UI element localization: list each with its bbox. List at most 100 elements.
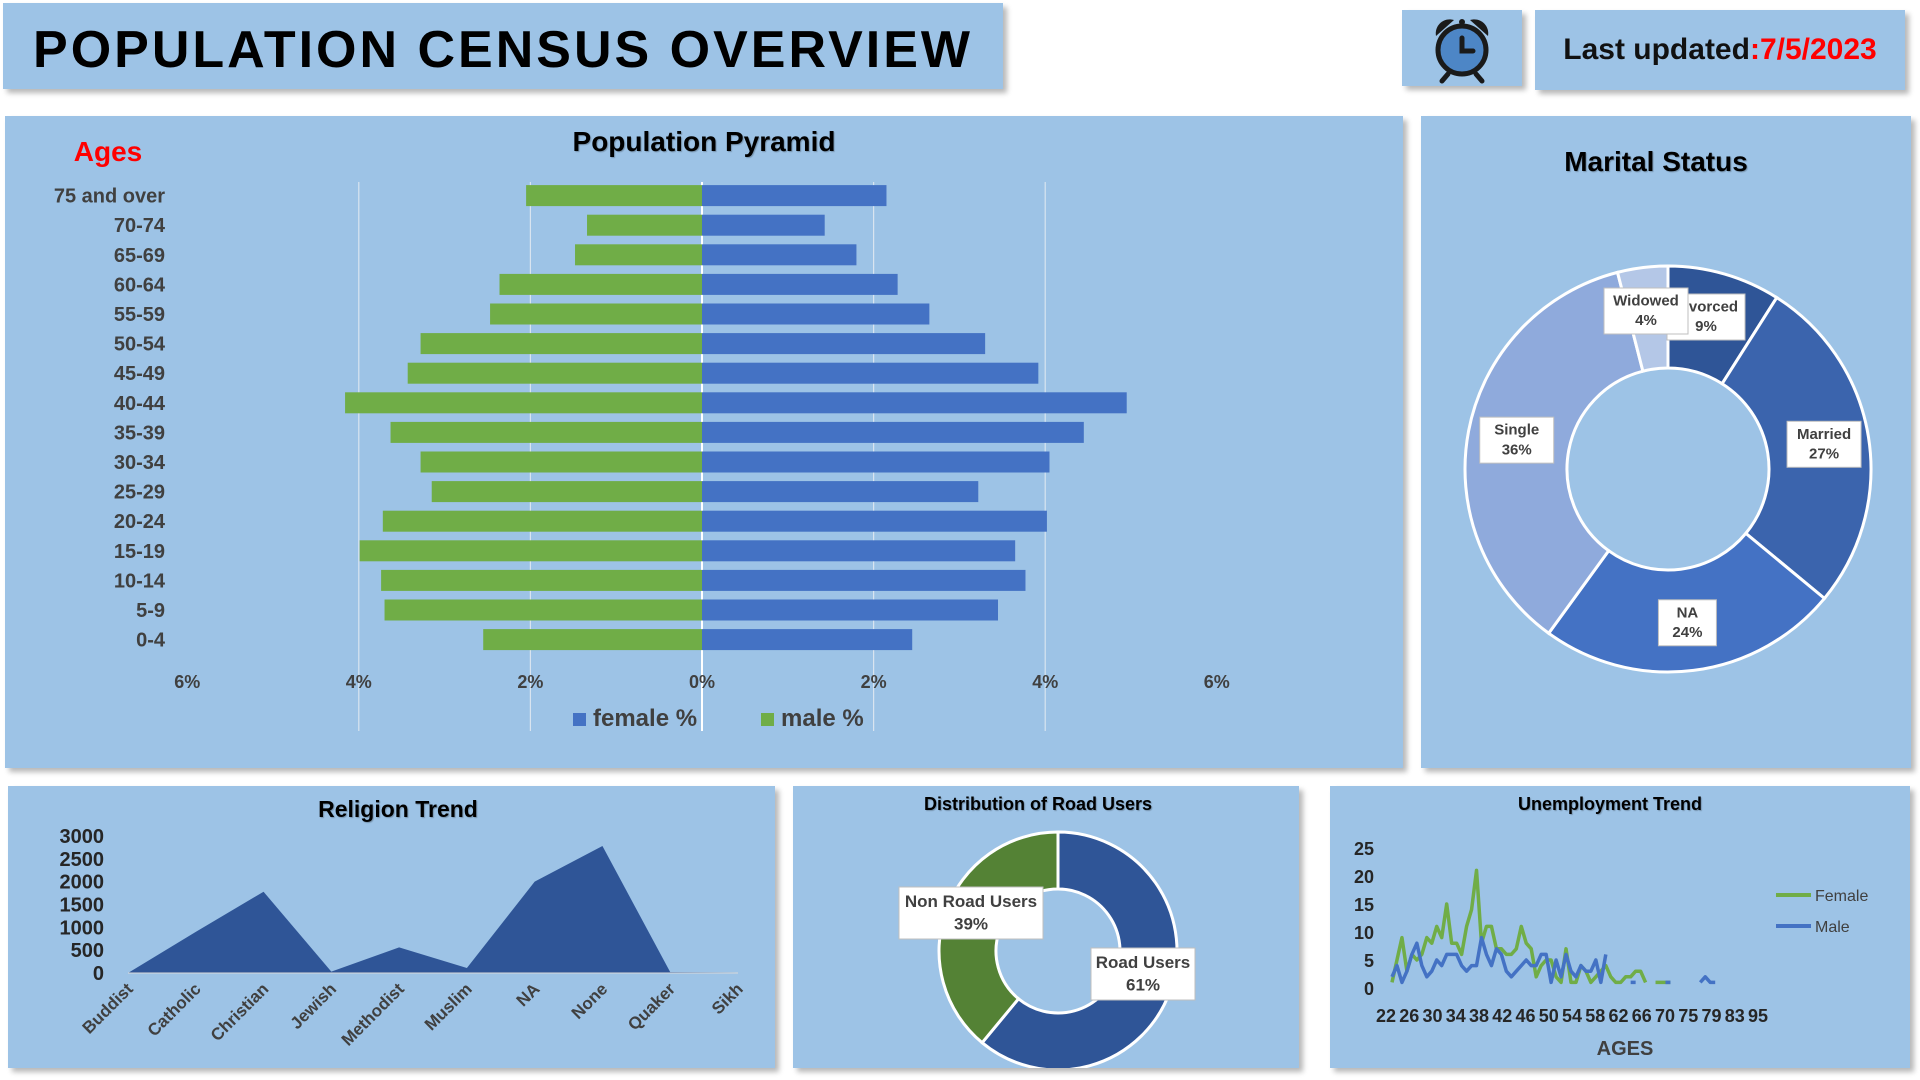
female-bar <box>702 481 979 503</box>
female-bar <box>702 273 898 295</box>
female-bar <box>702 392 1127 414</box>
pyramid-panel: Population Pyramid Ages 75 and over 70-74 6… <box>5 116 1403 768</box>
data-label-text: Road Users <box>1096 953 1190 972</box>
x-tick-label: 46 <box>1515 1006 1535 1026</box>
male-bar <box>431 481 702 503</box>
male-bar <box>575 244 702 266</box>
x-tick-label: 58 <box>1585 1006 1605 1026</box>
male-bar <box>499 273 702 295</box>
data-label-box <box>1786 420 1862 468</box>
unemployment-chart: 0 5 10 15 20 25 22 26 30 34 38 42 46 50 54 58 62 66 70 75 79… <box>1354 839 1868 1060</box>
female-bar <box>702 599 999 621</box>
female-bar <box>702 333 986 355</box>
y-tick-label: 10 <box>1354 923 1374 943</box>
data-label-text: 61% <box>1126 975 1160 994</box>
x-tick-label: 38 <box>1469 1006 1489 1026</box>
x-tick-label: 2% <box>861 672 887 692</box>
female-bar <box>702 510 1047 532</box>
male-bar <box>345 392 702 414</box>
marital-data-label: Single 36% <box>1479 416 1555 464</box>
x-tick-label: 4% <box>1032 672 1058 692</box>
marital-chart: Divorced 9% Married 27% NA 24% Single 36% Widowe… <box>1463 264 1873 674</box>
x-tick-label: 66 <box>1632 1006 1652 1026</box>
x-tick-label: 34 <box>1446 1006 1466 1026</box>
x-tick-label: 0% <box>689 672 715 692</box>
religion-title: Religion Trend <box>318 796 478 822</box>
y-tick-label: 1500 <box>60 895 105 917</box>
legend-label: Female <box>1815 888 1868 905</box>
x-tick-label: 6% <box>1204 672 1230 692</box>
road-chart: Road Users 61% Non Road Users 39% <box>898 830 1196 1068</box>
male-bar <box>420 451 702 473</box>
page-title: POPULATION CENSUS OVERVIEW <box>33 21 973 79</box>
marital-data-label: Married 27% <box>1786 420 1862 468</box>
female-bar <box>702 214 825 236</box>
x-tick-label: Sikh <box>708 979 747 1018</box>
marital-data-label: NA 24% <box>1657 599 1717 647</box>
x-tick-label: 83 <box>1725 1006 1745 1026</box>
female-bar <box>702 451 1050 473</box>
last-updated-sep: : <box>1749 33 1760 66</box>
road-slice <box>937 830 1060 1045</box>
age-tick-label: 70-74 <box>114 215 166 237</box>
legend-label-male: male % <box>781 705 864 732</box>
data-label-text: NA <box>1677 604 1699 621</box>
male-bar <box>390 421 702 443</box>
data-label-text: Divorced <box>1674 299 1738 316</box>
female-bar <box>702 540 1016 562</box>
data-label-text: Widowed <box>1613 293 1679 310</box>
x-tick-label: 50 <box>1539 1006 1559 1026</box>
y-tick-label: 5 <box>1364 951 1374 971</box>
male-bar <box>420 333 702 355</box>
x-tick-label: 75 <box>1678 1006 1698 1026</box>
x-tick-label: None <box>568 979 611 1022</box>
age-tick-label: 50-54 <box>114 334 166 356</box>
female-bar <box>702 362 1039 384</box>
road-title: Distribution of Road Users <box>923 794 1152 814</box>
data-label-text: Married <box>1797 426 1851 443</box>
x-tick-label: Muslim <box>421 979 476 1034</box>
road-data-label: Non Road Users 39% <box>898 886 1044 940</box>
data-label-box <box>1657 599 1717 647</box>
data-label-box <box>898 886 1044 940</box>
male-bar <box>359 540 702 562</box>
data-label-text: 24% <box>1672 624 1702 641</box>
age-tick-label: 15-19 <box>114 541 165 563</box>
age-tick-label: 60-64 <box>114 274 166 296</box>
x-tick-label: 79 <box>1701 1006 1721 1026</box>
data-label-text: Non Road Users <box>905 892 1037 911</box>
marital-title: Marital Status <box>1564 146 1748 177</box>
male-bar <box>384 599 702 621</box>
male-bar <box>382 510 702 532</box>
x-tick-label: 6% <box>174 672 200 692</box>
age-tick-label: 75 and over <box>54 186 165 208</box>
legend-label-female: female % <box>593 705 697 732</box>
data-label-box <box>1603 287 1689 335</box>
x-tick-label: 22 <box>1376 1006 1396 1026</box>
y-tick-label: 500 <box>71 940 104 962</box>
y-tick-label: 2500 <box>60 849 105 871</box>
male-bar <box>490 303 702 325</box>
x-tick-label: Methodist <box>338 979 408 1049</box>
last-updated-box: Last updated : 7/5/2023 <box>1535 10 1905 90</box>
age-tick-label: 0-4 <box>136 630 166 652</box>
data-label-text: 36% <box>1502 441 1532 458</box>
age-tick-label: 55-59 <box>114 304 165 326</box>
data-label-text: 27% <box>1809 445 1839 462</box>
x-tick-label: Christian <box>207 979 273 1045</box>
road-slice <box>980 830 1179 1068</box>
data-label-text: Single <box>1494 422 1539 439</box>
alarm-clock-icon <box>1435 19 1489 84</box>
data-label-text: 4% <box>1635 312 1657 329</box>
x-tick-label: 62 <box>1608 1006 1628 1026</box>
pyramid-title: Population Pyramid <box>572 126 836 157</box>
male-bar <box>381 569 702 591</box>
x-tick-label: Buddist <box>79 979 137 1037</box>
x-tick-label: 30 <box>1422 1006 1442 1026</box>
x-tick-label: 4% <box>346 672 372 692</box>
male-bar <box>526 185 702 207</box>
legend-swatch-female <box>573 713 586 726</box>
series-line-male <box>1390 935 1716 985</box>
data-label-box <box>1090 947 1196 1001</box>
